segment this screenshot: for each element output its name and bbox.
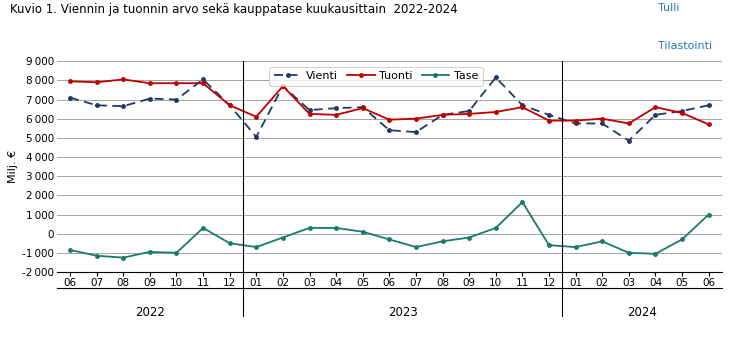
Tuonti <box>624 121 634 125</box>
Tase <box>465 236 474 240</box>
Tuonti <box>677 111 686 115</box>
Tuonti <box>544 119 553 123</box>
Tase <box>385 237 394 241</box>
Vienti <box>332 106 341 110</box>
Text: 2023: 2023 <box>388 306 417 319</box>
Vienti <box>491 75 500 80</box>
Tase <box>651 252 660 256</box>
Vienti <box>465 109 474 113</box>
Tuonti <box>119 78 128 82</box>
Vienti <box>624 139 634 143</box>
Tase <box>491 226 500 230</box>
Vienti <box>598 121 607 125</box>
Vienti <box>278 84 287 88</box>
Text: 2022: 2022 <box>135 306 165 319</box>
Tuonti <box>358 106 367 110</box>
Vienti <box>385 128 394 132</box>
Line: Tase: Tase <box>68 200 711 259</box>
Tase <box>66 248 75 252</box>
Vienti <box>518 103 527 107</box>
Vienti <box>172 98 181 102</box>
Tase <box>624 251 634 255</box>
Vienti <box>651 113 660 117</box>
Tuonti <box>172 81 181 85</box>
Tuonti <box>704 122 713 126</box>
Tase <box>252 245 261 249</box>
Tase <box>332 226 341 230</box>
Tuonti <box>438 113 447 117</box>
Tase <box>119 256 128 260</box>
Vienti <box>544 113 553 117</box>
Tuonti <box>651 105 660 109</box>
Text: Kuvio 1. Viennin ja tuonnin arvo sekä kauppatase kuukausittain  2022-2024: Kuvio 1. Viennin ja tuonnin arvo sekä ka… <box>10 3 457 16</box>
Vienti <box>571 121 580 125</box>
Tuonti <box>411 117 420 121</box>
Vienti <box>199 78 208 82</box>
Tuonti <box>571 119 580 123</box>
Vienti <box>66 96 75 100</box>
Vienti <box>252 135 261 139</box>
Tuonti <box>465 112 474 116</box>
Tuonti <box>385 118 394 122</box>
Tase <box>145 250 154 254</box>
Vienti <box>411 130 420 134</box>
Tase <box>677 237 686 241</box>
Vienti <box>225 103 234 107</box>
Tase <box>305 226 314 230</box>
Tase <box>598 239 607 243</box>
Tuonti <box>518 105 527 109</box>
Tuonti <box>305 112 314 116</box>
Tuonti <box>491 110 500 114</box>
Tase <box>704 212 713 217</box>
Tase <box>518 200 527 204</box>
Line: Vienti: Vienti <box>68 76 711 142</box>
Text: 2024: 2024 <box>627 306 657 319</box>
Tuonti <box>199 81 208 85</box>
Tuonti <box>598 117 607 121</box>
Tase <box>92 254 101 258</box>
Vienti <box>438 113 447 117</box>
Tuonti <box>145 81 154 85</box>
Tase <box>172 251 181 255</box>
Vienti <box>704 103 713 107</box>
Tase <box>571 245 580 249</box>
Tuonti <box>225 103 234 107</box>
Vienti <box>305 108 314 112</box>
Tase <box>199 226 208 230</box>
Tase <box>225 241 234 245</box>
Tuonti <box>332 113 341 117</box>
Vienti <box>145 97 154 101</box>
Vienti <box>119 104 128 108</box>
Tuonti <box>252 115 261 119</box>
Tase <box>438 239 447 243</box>
Text: Tilastointi: Tilastointi <box>658 41 712 51</box>
Tase <box>411 245 420 249</box>
Y-axis label: Milj. €: Milj. € <box>8 150 17 183</box>
Text: Tulli: Tulli <box>658 3 679 13</box>
Tuonti <box>92 80 101 84</box>
Legend: Vienti, Tuonti, Tase: Vienti, Tuonti, Tase <box>269 67 482 86</box>
Tase <box>544 243 553 247</box>
Vienti <box>92 103 101 107</box>
Vienti <box>677 109 686 113</box>
Tuonti <box>278 84 287 88</box>
Line: Tuonti: Tuonti <box>68 78 711 126</box>
Vienti <box>358 105 367 109</box>
Tase <box>358 230 367 234</box>
Tuonti <box>66 79 75 83</box>
Tase <box>278 236 287 240</box>
